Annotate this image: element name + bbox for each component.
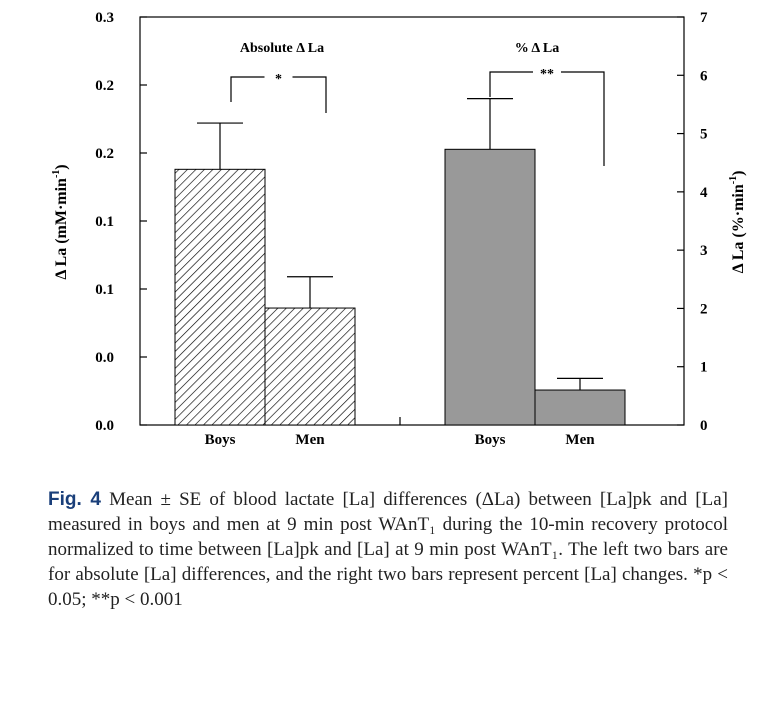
category-label: Boys [475,432,506,448]
left-axis-title: Δ La (mM·min-1) [51,164,70,279]
left-tick-label: 0.2 [95,146,114,162]
significance-marker: ** [540,67,554,82]
right-tick-label: 5 [700,127,708,143]
caption-text: Mean ± SE of blood lactate [La] differen… [48,489,728,610]
left-tick-label: 0.3 [95,10,114,26]
bar [444,148,536,426]
right-tick-label: 3 [700,243,708,259]
significance-gap [533,64,561,78]
panel-title: % Δ La [515,41,560,56]
right-axis-title: Δ La (%·min-1) [728,171,747,274]
right-axis-ticks: 0 1 2 3 4 5 6 7 [677,10,708,434]
panel-title: Absolute Δ La [240,41,324,56]
left-tick-label: 0.2 [95,78,114,94]
bar [264,307,356,426]
left-tick-label: 0.0 [95,350,114,366]
category-label: Men [565,432,595,448]
right-tick-label: 4 [700,185,708,201]
significance-marker: * [275,72,282,87]
bar [534,389,626,426]
right-tick-label: 6 [700,68,708,84]
left-tick-label: 0.1 [95,214,114,230]
right-tick-label: 1 [700,360,708,376]
significance-brackets: * ** [230,64,605,166]
caption-label: Fig. 4 [48,489,101,510]
significance-gap [264,69,293,83]
left-tick-label: 0.1 [95,282,114,298]
figure-caption: Fig. 4 Mean ± SE of blood lactate [La] d… [48,487,728,612]
bars: Absolute Δ La Boys Men % Δ La Boys Men [174,41,626,448]
category-label: Boys [205,432,236,448]
right-tick-label: 7 [700,10,708,26]
right-tick-label: 0 [700,418,708,434]
left-tick-label: 0.0 [95,418,114,434]
left-axis-ticks: 0.0 0.0 0.1 0.1 0.2 0.2 0.3 [95,10,147,434]
bar [174,168,266,426]
right-tick-label: 2 [700,301,708,317]
category-label: Men [295,432,325,448]
bar-chart: 0.0 0.0 0.1 0.1 0.2 0.2 0.3 0 1 2 3 4 5 6 7 Absolute … [51,10,747,448]
